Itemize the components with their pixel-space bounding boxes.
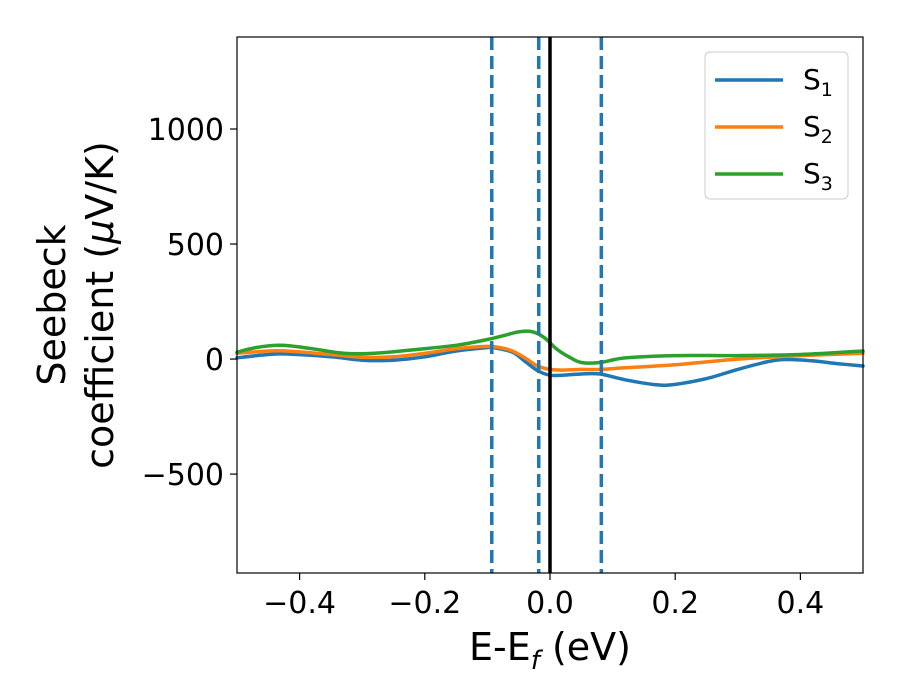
x-axis-title: E-Ef (eV): [469, 625, 631, 676]
x-tick-label: 0.2: [651, 586, 699, 621]
legend-label-s3: S3: [803, 157, 833, 195]
x-tick-label: −0.4: [263, 586, 336, 621]
y-tick-label: −500: [142, 458, 224, 493]
y-tick-label: 0: [205, 343, 224, 378]
x-tick-label: 0.0: [526, 586, 574, 621]
series-line-s2: [235, 344, 865, 372]
legend-label-s2: S2: [803, 110, 833, 148]
y-tick-label: 500: [167, 228, 224, 263]
series-line-s3: [235, 329, 865, 365]
y-axis-title-line1: Seebeck: [30, 224, 74, 385]
x-tick-label: −0.2: [388, 586, 461, 621]
vertical-lines: [490, 37, 604, 573]
y-tick-label: 1000: [148, 113, 224, 148]
y-axis-title: Seebeck coefficient (μV/K): [30, 141, 122, 469]
legend-label-s1: S1: [803, 63, 833, 101]
y-axis-title-line2: coefficient (μV/K): [78, 141, 122, 469]
x-tick-label: 0.4: [777, 586, 825, 621]
x-axis-ticks: −0.4 −0.2 0.0 0.2 0.4: [263, 573, 824, 621]
y-axis-ticks: −500 0 500 1000: [142, 113, 237, 493]
legend: S1 S2 S3: [704, 51, 849, 200]
